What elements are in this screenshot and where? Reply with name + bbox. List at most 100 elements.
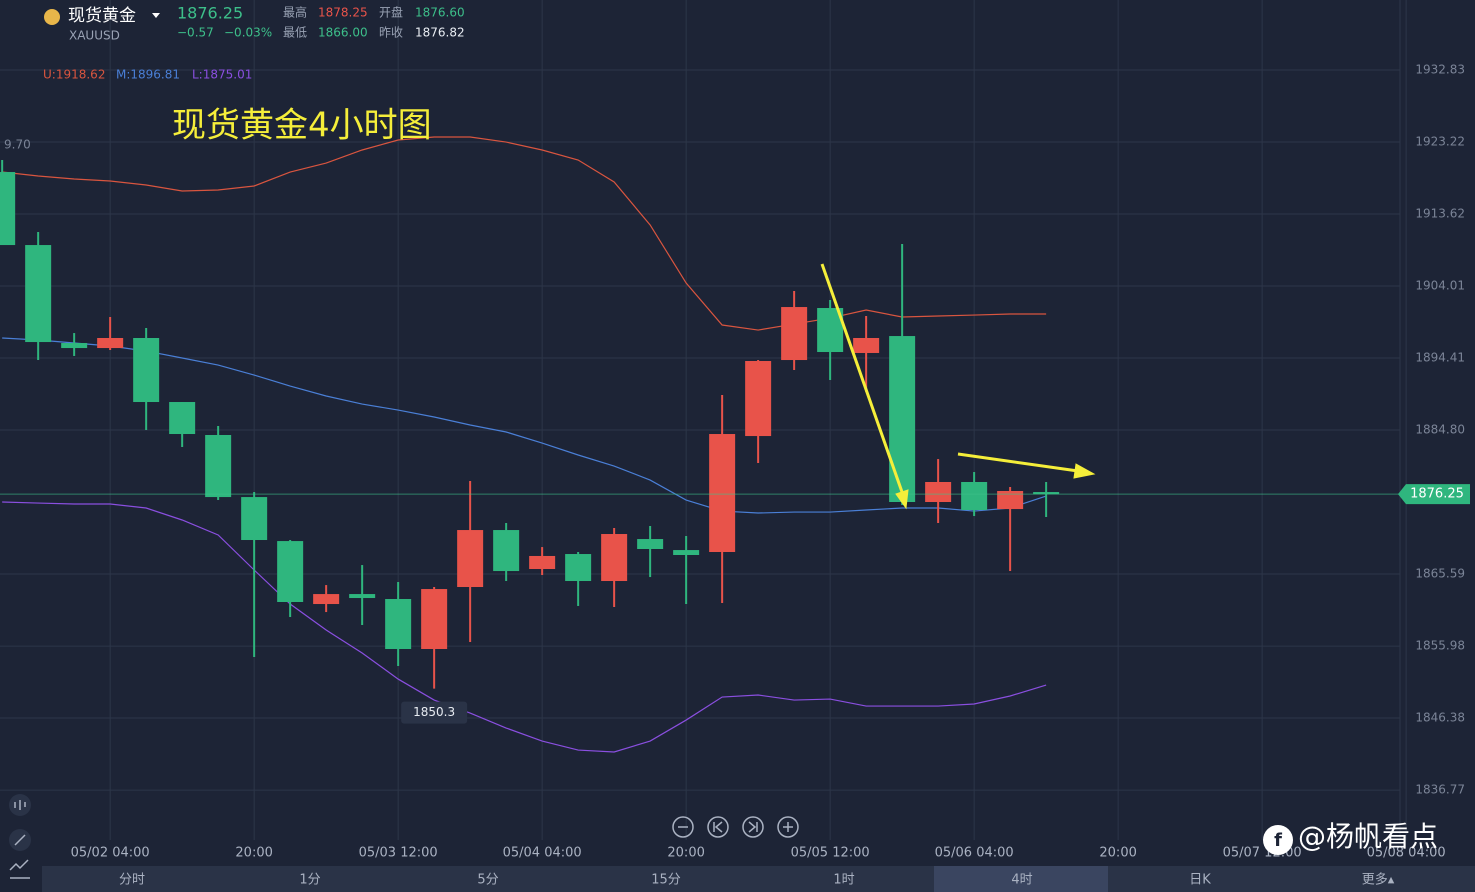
watermark: f @杨帆看点: [1263, 820, 1438, 855]
left-label: 9.70: [4, 138, 31, 152]
step-back[interactable]: [707, 816, 729, 838]
x-tick-label: 20:00: [667, 846, 704, 861]
y-tick-label: 1865.59: [1415, 567, 1465, 581]
candle-body: [853, 337, 880, 353]
band-line: [2, 136, 1047, 331]
x-tick-label: 20:00: [1099, 846, 1136, 861]
current-price-label: 1876.25: [1410, 487, 1464, 502]
stat-value: 1866.00: [318, 26, 368, 40]
x-tick-label: 05/05 12:00: [791, 846, 870, 861]
candle-body: [97, 337, 124, 349]
candle-body: [493, 530, 520, 572]
low-label: 1850.3: [413, 705, 455, 719]
x-tick-label: 05/02 04:00: [71, 846, 150, 861]
stat-value: 1878.25: [318, 6, 368, 20]
candle-body: [0, 172, 16, 246]
tab[interactable]: 4时: [1011, 873, 1032, 888]
candle-body: [349, 594, 376, 599]
y-tick-label: 1894.41: [1415, 351, 1465, 365]
candle-body: [205, 434, 232, 498]
candle-body: [277, 541, 304, 603]
current-price-box: [1398, 484, 1470, 505]
tab-selected: [934, 866, 1108, 892]
tool-icon[interactable]: [9, 859, 30, 879]
stat-value: 1876.82: [415, 26, 465, 40]
symbol-name[interactable]: 现货黄金: [68, 6, 136, 26]
y-tick-label: 1836.77: [1415, 783, 1465, 797]
y-tick-label: 1846.38: [1415, 711, 1465, 725]
candle-body: [313, 594, 340, 605]
candle-body: [925, 481, 952, 503]
playback: [672, 816, 799, 838]
candle-body: [169, 402, 196, 435]
arrowhead: [895, 489, 909, 510]
tab[interactable]: 1分: [299, 873, 320, 888]
arrows: [820, 263, 1096, 510]
watermark-icon: f: [1274, 830, 1282, 851]
tab[interactable]: 分时: [119, 873, 145, 888]
candle-body: [997, 490, 1024, 510]
candle-body: [745, 361, 772, 437]
left-toolbar: [9, 794, 31, 879]
change-pct: −0.03%: [224, 26, 272, 40]
candle-body: [529, 555, 556, 570]
candle-body: [601, 534, 628, 582]
price: 1876.25: [177, 4, 243, 23]
chart-title: 现货黄金4小时图: [172, 106, 432, 146]
x-tick-label: 05/08 04:00: [1367, 846, 1446, 861]
arrow: [820, 263, 904, 493]
x-tick-label: 05/03 12:00: [359, 846, 438, 861]
tab-bar: [42, 866, 1475, 892]
candle-body: [385, 599, 412, 650]
x-tick-label: 05/06 04:00: [935, 846, 1014, 861]
step-forward[interactable]: [742, 816, 764, 838]
y-tick-label: 1884.80: [1415, 423, 1465, 437]
symbol-code: XAUUSD: [69, 29, 120, 43]
tab[interactable]: 15分: [651, 873, 681, 888]
candle-body: [421, 589, 448, 650]
tab[interactable]: 5分: [477, 873, 498, 888]
low-label-box: [401, 701, 468, 724]
tool-icon: [14, 800, 26, 810]
candle-body: [133, 337, 160, 403]
zoom-out[interactable]: [672, 816, 694, 838]
zoom-in[interactable]: [777, 816, 799, 838]
x-tick-label: 20:00: [235, 846, 272, 861]
candle-body: [781, 307, 808, 361]
indicator-middle: M:1896.81: [116, 68, 180, 82]
candle-body: [673, 550, 700, 556]
tabs: 分时 1分 5分 15分 1时 4时 日K 更多▴: [119, 872, 1395, 888]
y-tick-label: 1932.83: [1415, 63, 1465, 77]
candle-body: [961, 481, 988, 511]
tab[interactable]: 日K: [1189, 873, 1211, 888]
dropdown-icon[interactable]: [152, 13, 160, 18]
y-tick-label: 1913.62: [1415, 207, 1465, 221]
indicator-lower: L:1875.01: [192, 68, 252, 82]
watermark-logo: [1263, 825, 1293, 855]
candle-body: [457, 530, 484, 588]
candle-body: [25, 245, 52, 343]
change: −0.57: [177, 26, 214, 40]
stat-label: 开盘: [379, 5, 403, 20]
candle-body: [709, 434, 736, 553]
candle-body: [61, 343, 88, 349]
candle-body: [889, 336, 916, 503]
x-tick-label: 05/04 04:00: [503, 846, 582, 861]
watermark-text: @杨帆看点: [1298, 820, 1438, 853]
tool-icon: [14, 834, 26, 846]
plot: 1836.77 1846.38 1855.98 1865.59 1884.80 1894.…: [0, 0, 1470, 861]
stat-value: 1876.60: [415, 6, 465, 20]
candle-body: [565, 554, 592, 582]
band-line: [2, 501, 1047, 753]
candle-body: [1033, 492, 1060, 495]
arrow: [957, 452, 1079, 473]
tab[interactable]: 1时: [833, 873, 854, 888]
candle-body: [637, 539, 664, 550]
stat-label: 最低: [283, 26, 307, 40]
arrowhead: [1073, 463, 1096, 479]
indicator-upper: U:1918.62: [43, 68, 105, 82]
stat-label: 昨收: [379, 26, 403, 40]
tab[interactable]: 更多▴: [1362, 872, 1395, 888]
